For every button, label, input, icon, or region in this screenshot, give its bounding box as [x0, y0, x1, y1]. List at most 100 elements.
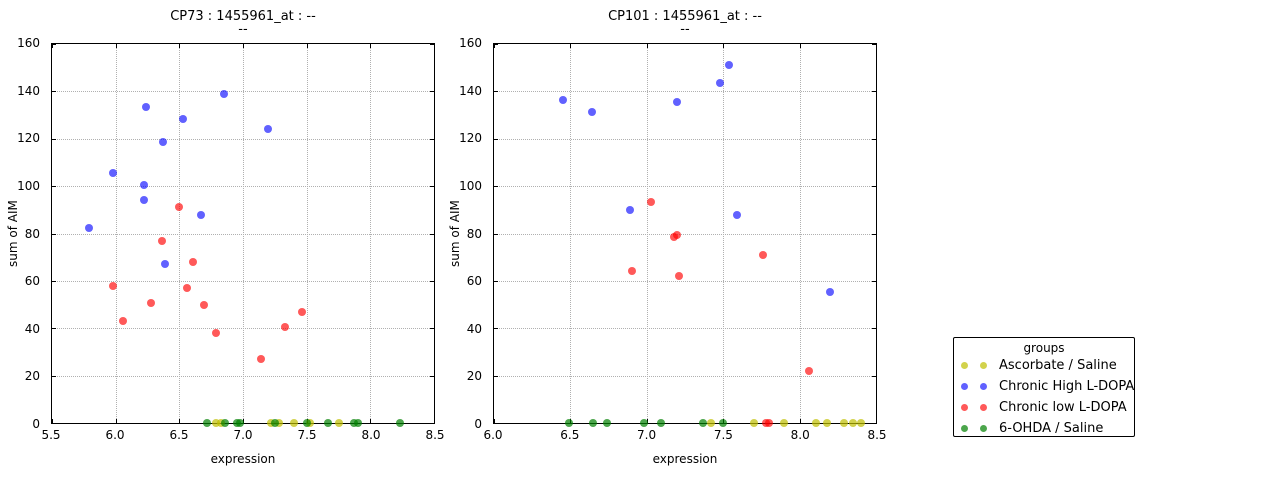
gridline-horizontal	[494, 186, 876, 188]
x-tick-label: 5.5	[41, 428, 61, 442]
scatter-point	[647, 197, 656, 206]
x-tick-mark	[494, 419, 495, 423]
scatter-point	[603, 419, 612, 427]
x-tick-label: 6.0	[483, 428, 503, 442]
y-tick-label: 120	[17, 131, 40, 146]
scatter-point	[656, 419, 665, 427]
y-tick-mark	[52, 375, 56, 377]
y-tick-label: 100	[17, 178, 40, 193]
y-tick-label: 20	[24, 369, 40, 384]
gridline-horizontal	[52, 138, 434, 140]
x-tick-label: 6.5	[169, 428, 189, 442]
y-tick-mark	[52, 138, 56, 140]
x-tick-mark	[434, 44, 435, 48]
scatter-point	[334, 419, 343, 427]
scatter-point	[109, 281, 118, 290]
y-tick-mark	[872, 91, 876, 93]
plot-title: CP73 : 1455961_at : --	[170, 9, 316, 24]
x-tick-label: 7.5	[297, 428, 317, 442]
scatter-point	[564, 419, 573, 427]
y-tick-label: 0	[474, 417, 482, 431]
plot-subtitle: --	[238, 22, 248, 37]
x-tick-label: 8.5	[425, 428, 445, 442]
x-tick-mark	[52, 419, 53, 423]
scatter-point	[147, 299, 156, 308]
x-tick-label: 7.5	[713, 428, 733, 442]
scatter-point	[765, 419, 774, 427]
scatter-point	[673, 230, 682, 239]
green-marker-icon	[980, 425, 987, 432]
scatter-point	[161, 260, 170, 269]
y-tick-label: 40	[466, 321, 482, 336]
y-axis-label: sum of AIM	[6, 200, 20, 267]
y-tick-label: 80	[466, 226, 482, 241]
scatter-point	[587, 107, 596, 116]
y-tick-label: 160	[17, 36, 40, 50]
gridline-horizontal	[52, 91, 434, 93]
y-tick-mark	[430, 186, 434, 188]
legend-entry: Ascorbate / Saline	[954, 355, 1134, 376]
scatter-point	[758, 250, 767, 259]
yellow-marker-icon	[961, 362, 968, 369]
y-tick-mark	[52, 91, 56, 93]
gridline-horizontal	[52, 233, 434, 235]
gridline-horizontal	[494, 138, 876, 140]
red-marker-icon	[961, 404, 968, 411]
legend-entry: Chronic low L-DOPA	[954, 397, 1134, 418]
x-tick-label: 8.5	[867, 428, 887, 442]
scatter-point	[699, 419, 708, 427]
scatter-point	[627, 267, 636, 276]
y-tick-mark	[872, 280, 876, 282]
scatter-point	[302, 419, 311, 427]
scatter-point	[256, 355, 265, 364]
y-tick-mark	[52, 328, 56, 330]
x-tick-mark	[494, 44, 495, 48]
y-tick-mark	[494, 423, 498, 424]
x-tick-mark	[179, 419, 181, 423]
legend-title: groups	[1023, 341, 1065, 355]
x-tick-label: 7.0	[233, 428, 253, 442]
x-axis-label: expression	[210, 452, 276, 466]
y-tick-label: 20	[466, 369, 482, 384]
x-tick-label: 6.0	[105, 428, 125, 442]
y-tick-label: 40	[24, 321, 40, 336]
y-tick-mark	[52, 423, 56, 424]
y-tick-mark	[430, 44, 434, 45]
y-tick-label: 120	[459, 131, 482, 146]
scatter-point	[221, 419, 230, 427]
x-tick-label: 8.0	[790, 428, 810, 442]
yellow-marker-icon	[980, 362, 987, 369]
x-tick-labels: 5.5 6.0 6.5 7.0 7.5 8.0 8.5	[41, 428, 444, 442]
y-tick-mark	[52, 280, 56, 282]
x-tick-mark	[115, 44, 117, 48]
y-tick-mark	[494, 375, 498, 377]
scatter-point	[219, 89, 228, 98]
scatter-point	[673, 98, 682, 107]
x-tick-label: 6.5	[560, 428, 580, 442]
legend-entry-label: Chronic low L-DOPA	[999, 400, 1127, 415]
legend-box: groups Ascorbate / Saline Chronic High L-…	[953, 337, 1135, 437]
y-tick-mark	[52, 44, 56, 45]
scatter-point	[175, 203, 184, 212]
scatter-point	[395, 419, 404, 427]
scatter-point	[289, 419, 298, 427]
scatter-point	[558, 95, 567, 104]
legend-entry-label: Ascorbate / Saline	[999, 358, 1117, 373]
scatter-point	[849, 419, 858, 427]
gridline-horizontal	[494, 233, 876, 235]
x-tick-mark	[243, 44, 244, 48]
y-tick-label: 160	[459, 36, 482, 50]
scatter-point	[179, 114, 188, 123]
plot-title: CP101 : 1455961_at : --	[608, 9, 762, 24]
y-tick-mark	[494, 328, 498, 330]
scatter-point	[189, 257, 198, 266]
y-tick-mark	[430, 138, 434, 140]
scatter-point	[236, 419, 245, 427]
gridline-horizontal	[52, 280, 434, 282]
legend-entry: Chronic High L-DOPA	[954, 376, 1134, 397]
y-tick-mark	[494, 186, 498, 188]
y-tick-mark	[430, 233, 434, 235]
y-tick-mark	[494, 233, 498, 235]
scatter-point	[199, 300, 208, 309]
y-tick-mark	[52, 233, 56, 235]
